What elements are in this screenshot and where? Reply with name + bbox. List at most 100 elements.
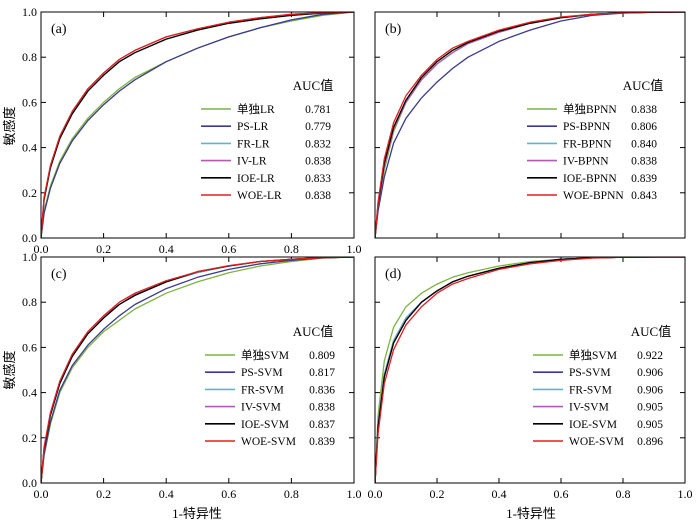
legend-auc-value: 0.843 (631, 190, 657, 202)
legend-label: 单独BPNN (563, 102, 617, 116)
panel-label: (b) (385, 22, 402, 37)
roc-curve-PS-LR (41, 12, 354, 238)
x-tick-label: 0.0 (34, 242, 49, 256)
legend-auc-value: 0.832 (305, 138, 331, 150)
roc-panel-1: 0.0 0.2 0.4 0.6 0.8 1.0 0.0 0.2 0.4 0.6 0.8 1.0 (a) A… (22, 5, 362, 256)
roc-curve-WOE-SVM (41, 257, 354, 483)
x-axis-title-right: 1-特异性 (506, 506, 556, 521)
legend-auc-value: 0.906 (637, 384, 663, 396)
legend-auc-value: 0.779 (305, 121, 331, 133)
legend-label: PS-SVM (569, 367, 611, 379)
legend-auc-value: 0.838 (305, 156, 331, 168)
legend-label: FR-BPNN (563, 138, 612, 150)
x-tick-label: 1.0 (678, 487, 693, 501)
x-tick-label: 0.2 (96, 487, 111, 501)
panel-label: (a) (51, 22, 67, 37)
x-tick-label: 0.0 (34, 487, 49, 501)
legend-auc-value: 0.781 (305, 104, 331, 116)
roc-curve-WOE-LR (41, 12, 354, 238)
legend-label: FR-LR (237, 138, 270, 150)
legend-auc-value: 0.840 (631, 138, 657, 150)
plot-frame (374, 11, 686, 239)
x-tick-label: 1.0 (347, 487, 362, 501)
legend-label: 单独LR (237, 102, 275, 116)
roc-curve-IV-SVM (41, 257, 354, 483)
legend-label: IV-LR (237, 156, 267, 168)
roc-panel-3: 0.0 0.2 0.4 0.6 0.8 1.0 0.0 0.2 0.4 0.6 0.8 1.0 (c) A… (22, 250, 362, 501)
x-tick-label: 0.4 (159, 242, 174, 256)
legend-label: IOE-SVM (569, 419, 617, 431)
legend-auc-value: 0.838 (631, 104, 657, 116)
legend-label: WOE-LR (237, 190, 282, 202)
x-axis-title-left: 1-特异性 (172, 506, 222, 521)
roc-curves (41, 12, 354, 238)
y-tick-label: 1.0 (22, 5, 37, 19)
plot-frame (40, 11, 355, 239)
legend-auc-value: 0.838 (305, 190, 331, 202)
panel-label: (c) (51, 267, 67, 282)
legend-title: AUC值 (293, 78, 333, 93)
legend-title: AUC值 (631, 324, 671, 339)
roc-curve-WOE-BPNN (375, 12, 685, 238)
x-tick-label: 0.4 (492, 487, 507, 501)
x-tick-label: 0.8 (284, 487, 299, 501)
legend-auc-value: 0.833 (305, 173, 331, 185)
roc-curve-WOE-SVM (375, 257, 685, 483)
legend-label: IV-SVM (241, 402, 281, 414)
legend-label: WOE-SVM (569, 436, 624, 448)
y-tick-label: 1.0 (22, 250, 37, 264)
legend-auc-value: 0.838 (631, 156, 657, 168)
x-tick-label: 0.6 (221, 242, 236, 256)
legend-auc-value: 0.839 (631, 173, 657, 185)
legend-label: WOE-BPNN (563, 190, 624, 202)
y-tick-label: 0.6 (22, 340, 37, 354)
roc-curve-单独SVM (41, 257, 354, 483)
legend-auc-value: 0.922 (637, 350, 663, 362)
x-tick-label: 1.0 (347, 242, 362, 256)
legend-label: FR-SVM (569, 384, 612, 396)
x-tick-label: 0.8 (284, 242, 299, 256)
y-tick-label: 0.2 (22, 431, 37, 445)
y-tick-label: 0.2 (22, 186, 37, 200)
y-axis-title-top: 敏感度 (2, 106, 17, 145)
x-tick-label: 0.6 (221, 487, 236, 501)
legend-label: 单独SVM (569, 348, 617, 362)
y-tick-label: 0.6 (22, 95, 37, 109)
y-axis-title-bottom: 敏感度 (2, 350, 17, 389)
legend-label: PS-LR (237, 121, 269, 133)
y-tick-label: 0.8 (22, 50, 37, 64)
legend-auc-value: 0.839 (309, 436, 335, 448)
y-tick-label: 0.0 (22, 231, 37, 245)
roc-curves (375, 257, 685, 483)
roc-curve-PS-SVM (41, 257, 354, 483)
legend-label: IV-BPNN (563, 156, 609, 168)
y-tick-label: 0.4 (22, 141, 37, 155)
legend-label: IOE-LR (237, 173, 275, 185)
legend-auc-value: 0.838 (309, 402, 335, 414)
x-tick-label: 0.2 (430, 487, 445, 501)
legend-auc-value: 0.806 (631, 121, 657, 133)
roc-curve-IOE-SVM (41, 257, 354, 483)
x-tick-label: 0.8 (616, 487, 631, 501)
legend-label: IOE-BPNN (563, 173, 617, 185)
plot-frame (374, 256, 686, 484)
legend-label: 单独SVM (241, 348, 289, 362)
legend-auc-value: 0.896 (637, 436, 663, 448)
y-tick-label: 0.8 (22, 295, 37, 309)
y-tick-label: 0.0 (22, 476, 37, 490)
legend-auc-value: 0.905 (637, 419, 663, 431)
legend-label: IV-SVM (569, 402, 609, 414)
legend-auc-value: 0.809 (309, 350, 335, 362)
legend-label: PS-BPNN (563, 121, 611, 133)
roc-curve-FR-SVM (41, 257, 354, 483)
legend-label: FR-SVM (241, 384, 284, 396)
roc-curves (41, 257, 354, 483)
panel-label: (d) (385, 267, 402, 282)
x-tick-label: 0.6 (554, 487, 569, 501)
legend-auc-value: 0.905 (637, 402, 663, 414)
legend-title: AUC值 (623, 78, 663, 93)
y-tick-label: 0.4 (22, 386, 37, 400)
legend-title: AUC值 (293, 324, 333, 339)
